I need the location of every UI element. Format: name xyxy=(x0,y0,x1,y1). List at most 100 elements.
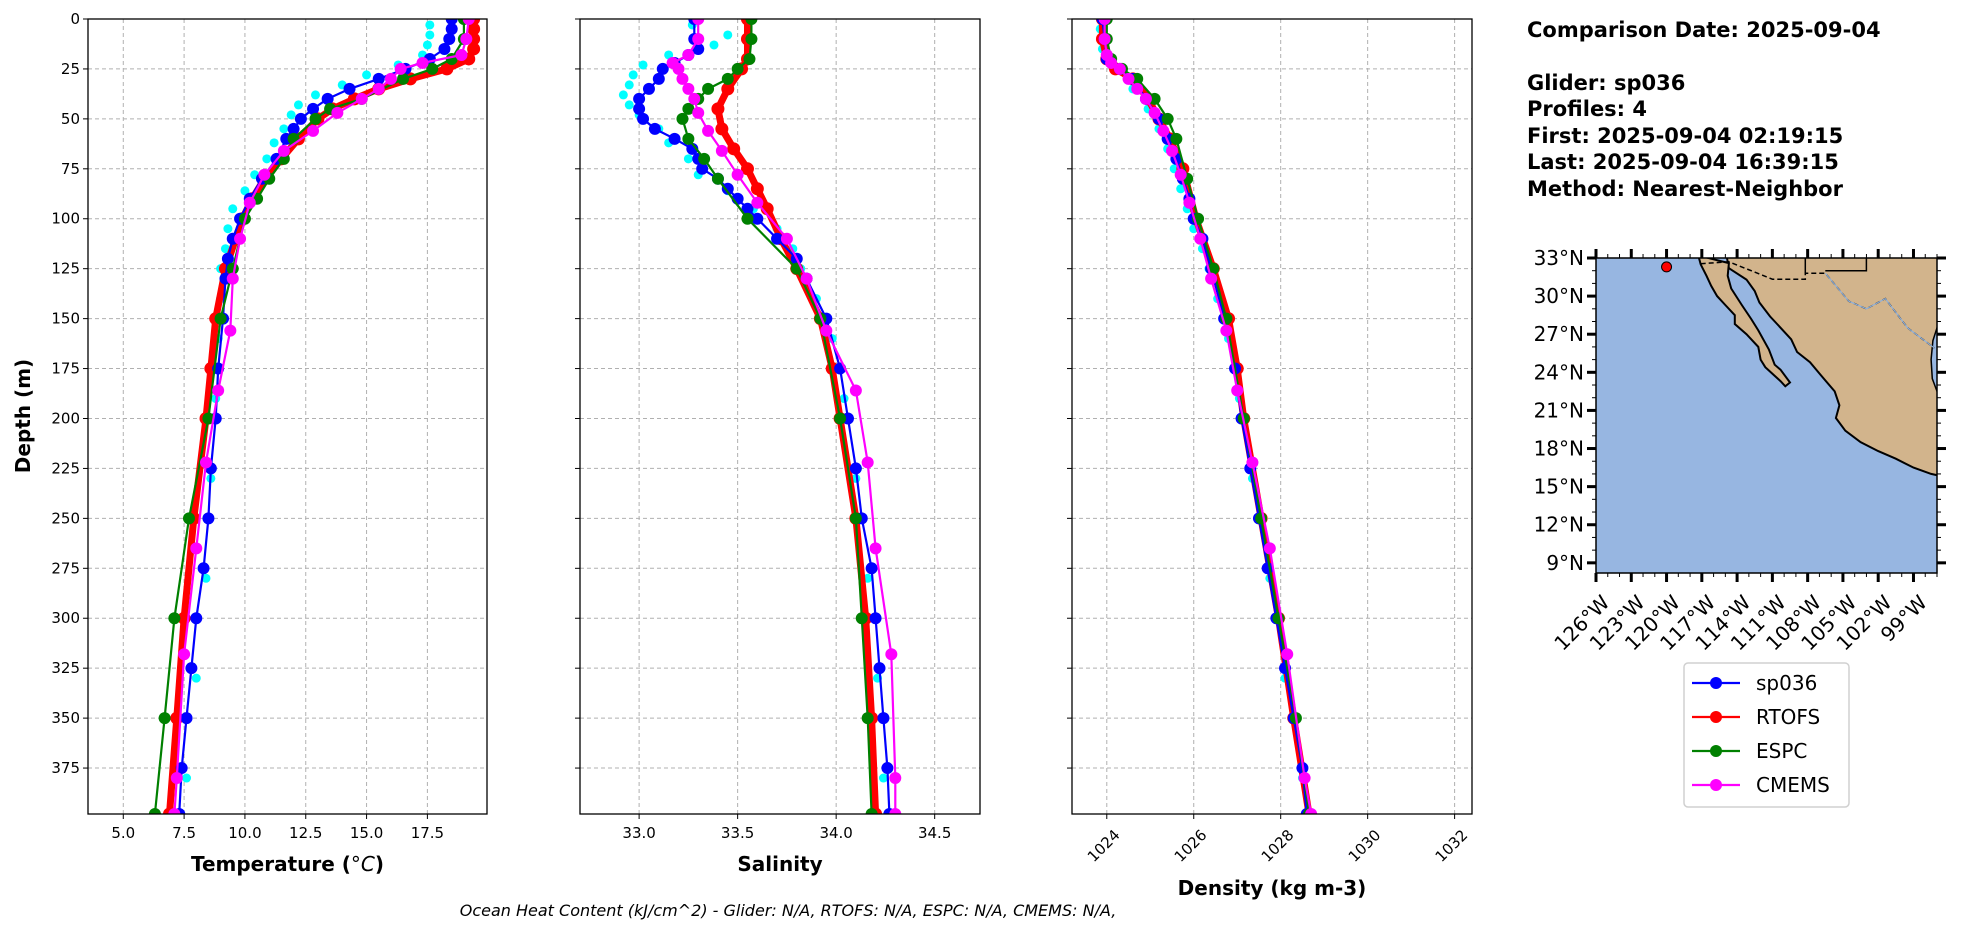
series-point-sp036 xyxy=(294,112,307,125)
series-point-ESPC xyxy=(834,412,847,425)
x-tick-label: 1026 xyxy=(1171,826,1211,866)
series-point-CMEMS xyxy=(692,106,705,119)
series-point-sp036 xyxy=(881,762,894,775)
series-point-CMEMS xyxy=(820,324,833,337)
series-point-sp036 xyxy=(287,122,300,135)
series-point-RTOFS xyxy=(740,162,754,176)
series-point-CMEMS xyxy=(780,232,793,245)
series-point-CMEMS xyxy=(1113,62,1126,75)
legend-marker xyxy=(1710,745,1722,757)
series-point-CMEMS xyxy=(307,124,320,137)
series-point-CMEMS xyxy=(889,772,902,785)
y-tick-label: 0 xyxy=(70,10,80,28)
raw-glider-point xyxy=(223,224,233,234)
x-tick-label: 1028 xyxy=(1258,826,1298,866)
series-point-CMEMS xyxy=(1246,456,1259,469)
x-tick-label: 33.0 xyxy=(622,824,655,842)
series-point-sp036 xyxy=(343,82,356,95)
legend-marker xyxy=(1710,779,1722,791)
series-point-CMEMS xyxy=(800,272,813,285)
series-point-CMEMS xyxy=(331,106,344,119)
series-point-CMEMS xyxy=(355,92,368,105)
series-point-ESPC xyxy=(676,112,689,125)
plot-area xyxy=(580,19,980,814)
method: Method: Nearest-Neighbor xyxy=(1527,177,1844,201)
raw-glider-point xyxy=(618,90,628,100)
raw-glider-point xyxy=(723,30,733,40)
series-point-CMEMS xyxy=(277,144,290,157)
x-axis-label: Salinity xyxy=(737,852,822,876)
legend-label: CMEMS xyxy=(1756,773,1830,797)
series-point-CMEMS xyxy=(1220,324,1233,337)
state-border xyxy=(1825,258,1868,272)
series-point-CMEMS xyxy=(199,456,212,469)
series-point-RTOFS xyxy=(467,22,481,36)
series-point-sp036 xyxy=(873,662,886,675)
series-point-ESPC xyxy=(1131,72,1144,85)
info-panel: Comparison Date: 2025-09-04 Glider: sp03… xyxy=(1527,18,1881,201)
series-point-CMEMS xyxy=(462,19,475,25)
series-point-CMEMS xyxy=(682,82,695,95)
series-point-RTOFS xyxy=(715,122,729,136)
series-point-sp036 xyxy=(751,212,764,225)
series-point-CMEMS xyxy=(731,168,744,181)
series-point-sp036 xyxy=(721,182,734,195)
raw-glider-point xyxy=(709,40,719,50)
raw-glider-point xyxy=(624,80,634,90)
series-point-ESPC xyxy=(397,72,410,85)
series-point-CMEMS xyxy=(702,124,715,137)
series-point-CMEMS xyxy=(226,272,239,285)
x-tick-label: 1032 xyxy=(1432,826,1472,866)
land-baja-california xyxy=(1697,258,1792,388)
x-axis-label: Temperature (°C) xyxy=(191,852,384,876)
series-point-sp036 xyxy=(438,42,451,55)
plot-area xyxy=(1072,19,1472,814)
series-point-RTOFS xyxy=(467,42,481,56)
river xyxy=(1824,272,1935,349)
location-map: 33°N30°N27°N24°N21°N18°N15°N12°N9°N126°W… xyxy=(1534,246,1946,655)
series-point-ESPC xyxy=(745,19,758,25)
profile-count: Profiles: 4 xyxy=(1527,97,1647,121)
series-point-sp036 xyxy=(696,162,709,175)
series-point-CMEMS xyxy=(1131,82,1144,95)
series-point-CMEMS xyxy=(258,168,271,181)
series-point-CMEMS xyxy=(212,384,225,397)
legend-marker xyxy=(1710,677,1722,689)
series-point-CMEMS xyxy=(692,19,705,25)
data-layer xyxy=(618,19,902,814)
series-point-ESPC xyxy=(214,312,227,325)
series-point-ESPC xyxy=(741,212,754,225)
comparison-date: Comparison Date: 2025-09-04 xyxy=(1527,18,1881,42)
legend-entry-RTOFS: RTOFS xyxy=(1692,705,1820,729)
raw-glider-point xyxy=(425,30,435,40)
raw-glider-point xyxy=(262,154,272,164)
legend-entry-CMEMS: CMEMS xyxy=(1692,773,1830,797)
series-point-ESPC xyxy=(1161,112,1174,125)
series-point-sp036 xyxy=(175,762,188,775)
series-point-CMEMS xyxy=(1183,196,1196,209)
series-point-CMEMS xyxy=(1298,772,1311,785)
raw-glider-point xyxy=(191,673,201,683)
paren: ) xyxy=(375,852,384,876)
legend-marker xyxy=(1710,711,1722,723)
series-point-ESPC xyxy=(309,112,322,125)
series-point-sp036 xyxy=(321,92,334,105)
series-point-sp036 xyxy=(185,662,198,675)
series-point-ESPC xyxy=(182,512,195,525)
legend: sp036 RTOFS ESPC CMEMS xyxy=(1683,662,1850,808)
x-tick-label: 5.0 xyxy=(111,824,135,842)
series-point-ESPC xyxy=(711,172,724,185)
x-tick-label: 1024 xyxy=(1084,826,1124,866)
ocean-heat-content-footer: Ocean Heat Content (kJ/cm^2) - Glider: N… xyxy=(460,901,1117,920)
series-point-CMEMS xyxy=(455,48,468,61)
series-point-CMEMS xyxy=(1263,542,1276,555)
series-point-sp036 xyxy=(668,132,681,145)
y-tick-label: 75 xyxy=(61,160,80,178)
series-point-ESPC xyxy=(682,132,695,145)
series-point-CMEMS xyxy=(1305,808,1318,814)
raw-glider-point xyxy=(228,204,238,214)
series-point-CMEMS xyxy=(178,648,191,661)
panel-0: 5.0 7.5 10.0 12.5 15.0 17.5 0 25 50 75 100 125 150 17… xyxy=(11,10,488,876)
legend-entry-sp036: sp036 xyxy=(1692,671,1817,695)
series-point-CMEMS xyxy=(1205,272,1218,285)
